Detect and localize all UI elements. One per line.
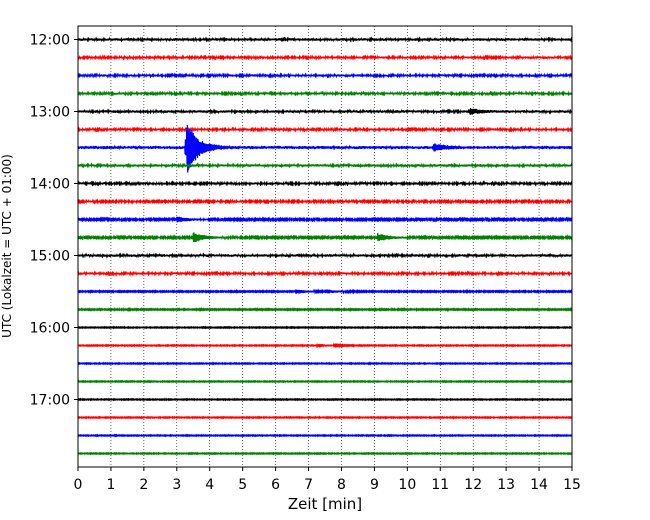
y-axis-ticks: 12:00 13:00 14:00 15:00 16:00 17:00	[30, 33, 78, 409]
x-tick-label: 1	[106, 477, 115, 493]
x-tick-label: 9	[370, 477, 379, 493]
trace-line	[77, 361, 573, 366]
x-tick-label: 3	[172, 477, 181, 493]
trace-line	[77, 342, 573, 349]
trace-line	[77, 126, 573, 133]
trace-line	[77, 125, 573, 173]
x-tick-label: 15	[563, 477, 581, 493]
trace-line	[77, 397, 573, 402]
y-tick-label: 16:00	[30, 321, 70, 337]
trace-line	[77, 36, 573, 43]
x-axis-ticks: 0 1 2 3 4 5 6 7 8 9 10 11 12 13 14 15	[74, 467, 581, 493]
x-tick-label: 11	[431, 477, 449, 493]
trace-line	[77, 72, 573, 79]
trace-line	[77, 451, 573, 456]
y-tick-label: 15:00	[30, 249, 70, 265]
trace-line	[77, 162, 573, 169]
trace-line	[77, 325, 573, 330]
x-tick-label: 12	[464, 477, 482, 493]
trace-line	[77, 379, 573, 384]
x-tick-label: 10	[398, 477, 416, 493]
y-tick-label: 12:00	[30, 33, 70, 49]
x-axis-label: Zeit [min]	[288, 495, 362, 513]
y-tick-label: 14:00	[30, 177, 70, 193]
trace-line	[77, 306, 573, 313]
trace-line	[77, 288, 573, 295]
x-tick-label: 4	[205, 477, 214, 493]
trace-line	[77, 232, 573, 243]
trace-line	[77, 252, 573, 259]
x-tick-label: 6	[271, 477, 280, 493]
y-tick-label: 13:00	[30, 105, 70, 121]
x-tick-label: 5	[238, 477, 247, 493]
trace-line	[77, 216, 573, 223]
trace-line	[77, 415, 573, 420]
y-axis-label: UTC (Lokalzeit = UTC + 01:00)	[0, 154, 14, 338]
x-tick-label: 8	[337, 477, 346, 493]
seismic-traces	[77, 36, 573, 456]
x-tick-label: 2	[139, 477, 148, 493]
x-tick-label: 7	[304, 477, 313, 493]
plot-frame	[77, 25, 573, 468]
trace-line	[77, 433, 573, 438]
trace-line	[77, 108, 573, 115]
trace-line	[77, 180, 573, 187]
x-tick-label: 13	[497, 477, 515, 493]
x-tick-label: 14	[530, 477, 548, 493]
x-tick-label: 0	[74, 477, 83, 493]
trace-line	[77, 270, 573, 277]
trace-line	[77, 198, 573, 205]
trace-line	[77, 90, 573, 97]
y-tick-label: 17:00	[30, 393, 70, 409]
trace-line	[77, 54, 573, 61]
